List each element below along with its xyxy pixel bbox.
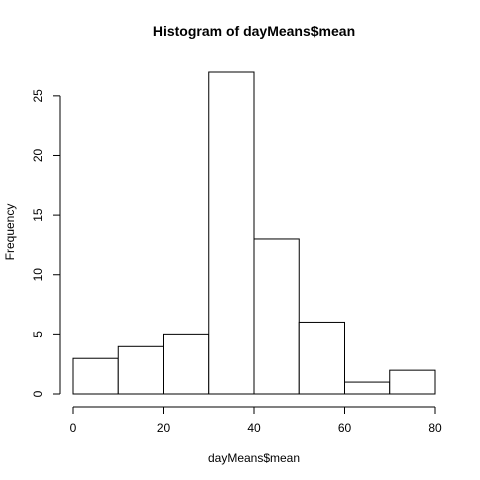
x-axis-label: dayMeans$mean [208, 451, 300, 465]
histogram-bars [72, 71, 436, 395]
x-tick-label-4: 80 [428, 421, 442, 435]
x-axis: 0 20 40 60 80 [70, 406, 442, 435]
x-tick-label-2: 40 [247, 421, 261, 435]
chart-title: Histogram of dayMeans$mean [153, 23, 355, 39]
histogram-bar-7 [389, 369, 436, 395]
histogram-bar-0 [72, 357, 119, 395]
histogram-bar-6 [344, 381, 391, 395]
y-tick-label-3: 15 [31, 208, 45, 222]
x-tick-label-3: 60 [338, 421, 352, 435]
y-tick-label-5: 25 [31, 89, 45, 103]
y-axis-label: Frequency [3, 204, 17, 261]
y-axis: 0 5 10 15 20 25 [31, 89, 61, 397]
histogram-bar-5 [298, 321, 345, 395]
histogram-bar-1 [117, 345, 164, 395]
y-tick-label-1: 5 [31, 331, 45, 338]
histogram-bar-4 [253, 238, 300, 395]
x-tick-label-0: 0 [70, 421, 77, 435]
y-tick-label-2: 10 [31, 268, 45, 282]
y-tick-label-0: 0 [31, 390, 45, 397]
histogram-bar-3 [208, 71, 255, 395]
x-tick-label-1: 20 [157, 421, 171, 435]
histogram-bar-2 [163, 333, 210, 395]
y-tick-label-4: 20 [31, 148, 45, 162]
